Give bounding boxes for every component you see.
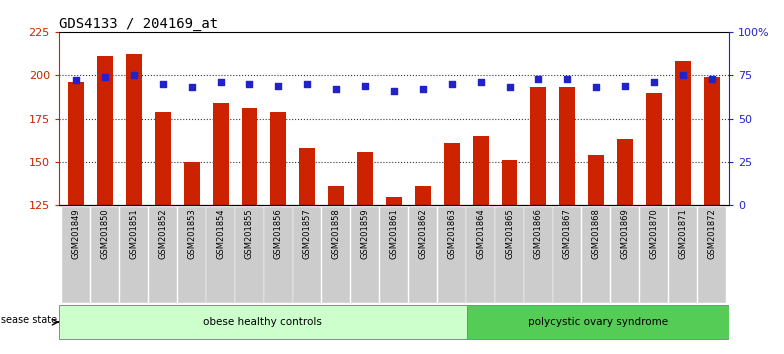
Bar xyxy=(386,197,402,205)
Bar xyxy=(559,87,575,205)
Point xyxy=(619,83,631,88)
Text: GSM201870: GSM201870 xyxy=(649,208,659,259)
FancyBboxPatch shape xyxy=(177,207,206,303)
FancyBboxPatch shape xyxy=(235,207,263,303)
FancyBboxPatch shape xyxy=(149,207,177,303)
FancyBboxPatch shape xyxy=(91,207,119,303)
Point xyxy=(359,83,372,88)
Text: GSM201862: GSM201862 xyxy=(419,208,427,259)
Point xyxy=(590,85,602,90)
Text: GSM201867: GSM201867 xyxy=(563,208,572,259)
Point xyxy=(330,86,343,92)
FancyBboxPatch shape xyxy=(59,305,466,339)
Point xyxy=(243,81,256,87)
Bar xyxy=(473,136,488,205)
Point xyxy=(128,73,140,78)
FancyBboxPatch shape xyxy=(524,207,553,303)
Point xyxy=(214,79,227,85)
FancyBboxPatch shape xyxy=(466,207,495,303)
Bar xyxy=(270,112,286,205)
Bar xyxy=(299,148,315,205)
Bar xyxy=(502,160,517,205)
Point xyxy=(388,88,401,94)
Point xyxy=(301,81,314,87)
Text: GSM201869: GSM201869 xyxy=(621,208,630,259)
Bar xyxy=(588,155,604,205)
Point xyxy=(186,85,198,90)
Bar xyxy=(415,186,430,205)
FancyBboxPatch shape xyxy=(322,207,350,303)
Point xyxy=(99,74,111,80)
FancyBboxPatch shape xyxy=(264,207,292,303)
FancyBboxPatch shape xyxy=(206,207,234,303)
Bar xyxy=(241,108,257,205)
Text: GSM201854: GSM201854 xyxy=(216,208,225,259)
Point xyxy=(157,81,169,87)
Point xyxy=(416,86,429,92)
Bar xyxy=(212,103,229,205)
Point xyxy=(503,85,516,90)
Text: GSM201850: GSM201850 xyxy=(100,208,110,259)
Text: GSM201859: GSM201859 xyxy=(361,208,369,259)
Bar xyxy=(328,186,344,205)
Text: GSM201857: GSM201857 xyxy=(303,208,312,259)
Bar xyxy=(155,112,171,205)
Text: GSM201872: GSM201872 xyxy=(707,208,717,259)
Text: GSM201849: GSM201849 xyxy=(71,208,81,259)
Point xyxy=(561,76,574,81)
FancyBboxPatch shape xyxy=(62,207,90,303)
Bar xyxy=(646,93,662,205)
Text: GSM201865: GSM201865 xyxy=(505,208,514,259)
Text: GSM201866: GSM201866 xyxy=(534,208,543,259)
Bar xyxy=(617,139,633,205)
Bar xyxy=(183,162,200,205)
Point xyxy=(445,81,458,87)
FancyBboxPatch shape xyxy=(437,207,466,303)
Text: GSM201853: GSM201853 xyxy=(187,208,196,259)
Point xyxy=(648,79,660,85)
FancyBboxPatch shape xyxy=(379,207,408,303)
FancyBboxPatch shape xyxy=(351,207,379,303)
Bar xyxy=(126,55,142,205)
Point xyxy=(272,83,285,88)
FancyBboxPatch shape xyxy=(466,305,729,339)
Text: GSM201858: GSM201858 xyxy=(332,208,341,259)
Bar xyxy=(675,61,691,205)
Text: polycystic ovary syndrome: polycystic ovary syndrome xyxy=(528,317,668,327)
Text: GSM201871: GSM201871 xyxy=(678,208,688,259)
Text: GSM201863: GSM201863 xyxy=(447,208,456,259)
Bar xyxy=(531,87,546,205)
FancyBboxPatch shape xyxy=(698,207,726,303)
Point xyxy=(70,78,82,83)
FancyBboxPatch shape xyxy=(669,207,697,303)
Bar xyxy=(68,82,84,205)
Text: GSM201861: GSM201861 xyxy=(390,208,398,259)
FancyBboxPatch shape xyxy=(495,207,524,303)
Point xyxy=(474,79,487,85)
FancyBboxPatch shape xyxy=(120,207,148,303)
Text: GDS4133 / 204169_at: GDS4133 / 204169_at xyxy=(59,17,218,31)
Point xyxy=(532,76,545,81)
FancyBboxPatch shape xyxy=(640,207,668,303)
Text: GSM201852: GSM201852 xyxy=(158,208,167,259)
Bar xyxy=(97,56,113,205)
Text: GSM201855: GSM201855 xyxy=(245,208,254,259)
Text: obese healthy controls: obese healthy controls xyxy=(203,317,322,327)
Bar xyxy=(358,152,373,205)
Point xyxy=(677,73,689,78)
Point xyxy=(706,76,718,81)
FancyBboxPatch shape xyxy=(293,207,321,303)
Bar xyxy=(704,77,720,205)
Bar xyxy=(444,143,459,205)
Text: GSM201864: GSM201864 xyxy=(476,208,485,259)
Text: GSM201856: GSM201856 xyxy=(274,208,283,259)
Text: disease state: disease state xyxy=(0,315,57,325)
Text: GSM201868: GSM201868 xyxy=(592,208,601,259)
FancyBboxPatch shape xyxy=(554,207,582,303)
FancyBboxPatch shape xyxy=(611,207,639,303)
FancyBboxPatch shape xyxy=(408,207,437,303)
FancyBboxPatch shape xyxy=(582,207,611,303)
Text: GSM201851: GSM201851 xyxy=(129,208,139,259)
